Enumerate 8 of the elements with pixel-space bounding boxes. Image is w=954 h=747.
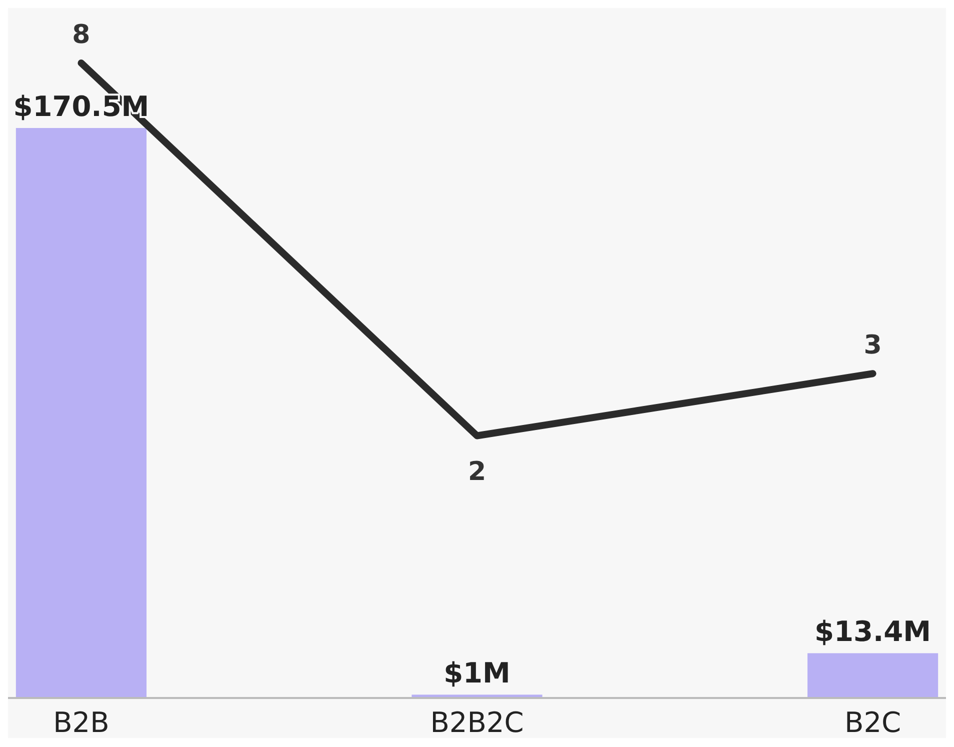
x-tick-label: B2B2C — [430, 706, 524, 739]
data-label: 2 — [468, 456, 486, 487]
data-label: $13.4M — [814, 615, 931, 648]
data-label: $1M — [444, 656, 510, 690]
data-label: 8 — [72, 20, 90, 50]
x-tick-label: B2C — [844, 706, 902, 739]
data-label: 3 — [864, 330, 882, 361]
x-tick-label: B2B — [53, 706, 110, 739]
